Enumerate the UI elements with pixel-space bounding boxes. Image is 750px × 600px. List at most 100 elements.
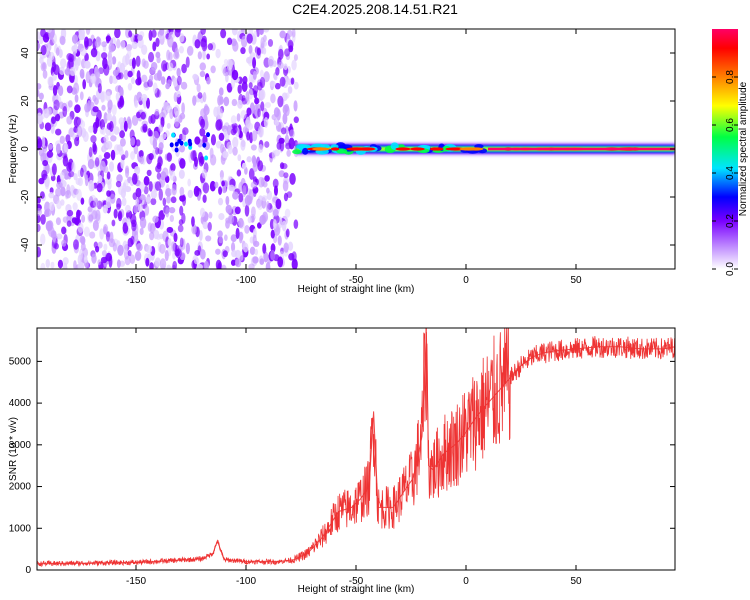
heatmap-cell — [51, 116, 57, 125]
heatmap-cell — [242, 242, 249, 253]
heatmap-cell — [179, 140, 184, 146]
heatmap-cell — [272, 219, 277, 230]
heatmap-cell — [121, 197, 127, 207]
heatmap-cell — [41, 169, 48, 181]
snr-plot-area — [37, 328, 675, 570]
heatmap-cell — [102, 204, 108, 214]
heatmap-cell — [186, 45, 194, 56]
heatmap-cell — [51, 163, 57, 176]
heatmap-cell — [288, 137, 295, 150]
heatmap-cell — [106, 171, 111, 180]
heatmap-cell — [147, 51, 155, 63]
heatmap-cell — [254, 97, 259, 105]
heatmap-cell — [72, 202, 78, 211]
heatmap-cell — [279, 76, 286, 87]
heatmap-cell — [165, 187, 172, 197]
heatmap-cell — [247, 216, 252, 224]
heatmap-cell — [170, 196, 177, 204]
heatmap-cell — [74, 136, 80, 147]
heatmap-cell — [47, 76, 54, 87]
heatmap-cell — [52, 230, 57, 243]
heatmap-cell — [37, 223, 41, 233]
heatmap-cell — [61, 239, 67, 247]
heatmap-cell — [336, 148, 348, 154]
heatmap-cell — [102, 142, 107, 153]
heatmap-cell — [174, 147, 179, 153]
heatmap-cell — [79, 235, 86, 244]
heatmap-cell — [56, 181, 63, 189]
heatmap-cell — [79, 68, 85, 79]
heatmap-cell — [66, 115, 73, 125]
heatmap-cell — [221, 264, 227, 269]
snr-x-tick-label: -100 — [236, 576, 256, 587]
heatmap-cell — [204, 155, 209, 161]
heatmap-cell — [165, 83, 170, 90]
heatmap-cell — [76, 210, 82, 217]
heatmap-cell — [200, 29, 206, 36]
heatmap-cell — [179, 158, 186, 169]
heatmap-cell — [154, 181, 162, 191]
heatmap-cell — [136, 70, 141, 81]
heatmap-cell — [80, 47, 87, 57]
heatmap-cell — [259, 88, 266, 101]
heatmap-cell — [275, 67, 280, 76]
heatmap-cell — [91, 210, 98, 220]
heatmap-cell — [273, 74, 278, 81]
heatmap-cell — [206, 132, 211, 138]
heatmap-cell — [84, 174, 89, 187]
heatmap-cell — [250, 144, 257, 151]
heatmap-cell — [66, 220, 72, 227]
heatmap-cell — [257, 81, 263, 91]
heatmap-cell — [232, 191, 239, 200]
heatmap-cell — [210, 65, 216, 74]
heatmap-cell — [161, 60, 168, 72]
heatmap-cell — [252, 70, 257, 81]
heatmap-cell — [181, 63, 187, 74]
heatmap-cell — [185, 242, 190, 255]
heatmap-cell — [59, 66, 65, 76]
heatmap-cell — [164, 249, 169, 262]
heatmap-cell — [154, 108, 160, 116]
heatmap-cell — [248, 168, 255, 180]
heatmap-cell — [103, 152, 111, 159]
heatmap-cell — [161, 133, 167, 140]
heatmap-cell — [174, 29, 181, 38]
heatmap-cell — [148, 129, 153, 137]
heatmap-cell — [244, 225, 250, 234]
heatmap-cell — [108, 42, 116, 53]
heatmap-cell — [287, 86, 293, 94]
snr-x-axis-label: Height of straight line (km) — [298, 584, 415, 595]
heatmap-cell — [176, 75, 182, 86]
spectrogram-panel: -150 -100 -50 0 50 -40 -20 0 20 40 Height of str… — [8, 28, 676, 295]
heatmap-cell — [150, 197, 157, 206]
heatmap-cell — [199, 249, 206, 260]
heatmap-cell — [125, 204, 131, 213]
heatmap-cell — [90, 73, 97, 84]
heatmap-cell — [236, 113, 241, 122]
heatmap-cell — [103, 134, 109, 143]
heatmap-cell — [125, 44, 133, 52]
heatmap-cell — [238, 231, 244, 241]
heatmap-cell — [272, 178, 279, 189]
heatmap-cell — [106, 140, 113, 150]
heatmap-cell — [249, 246, 256, 256]
heatmap-cell — [275, 198, 282, 210]
heatmap-cell — [145, 257, 150, 267]
heatmap-cell — [199, 127, 206, 137]
heatmap-cell — [69, 66, 76, 77]
heatmap-cell — [202, 194, 207, 203]
heatmap-cell — [252, 256, 259, 264]
heatmap-cell — [199, 155, 205, 165]
colorbar-label: Normalized spectral amplitude — [738, 81, 749, 216]
heatmap-cell — [202, 221, 209, 230]
heatmap-cell — [240, 139, 246, 151]
heatmap-cell — [172, 260, 178, 269]
heatmap-cell — [88, 125, 94, 133]
heatmap-cell — [101, 52, 108, 60]
heatmap-cell — [155, 51, 161, 59]
heatmap-cell — [227, 214, 235, 224]
heatmap-cell — [250, 181, 258, 189]
heatmap-cell — [181, 102, 185, 115]
heatmap-cell — [149, 262, 154, 269]
heatmap-cell — [261, 195, 268, 202]
